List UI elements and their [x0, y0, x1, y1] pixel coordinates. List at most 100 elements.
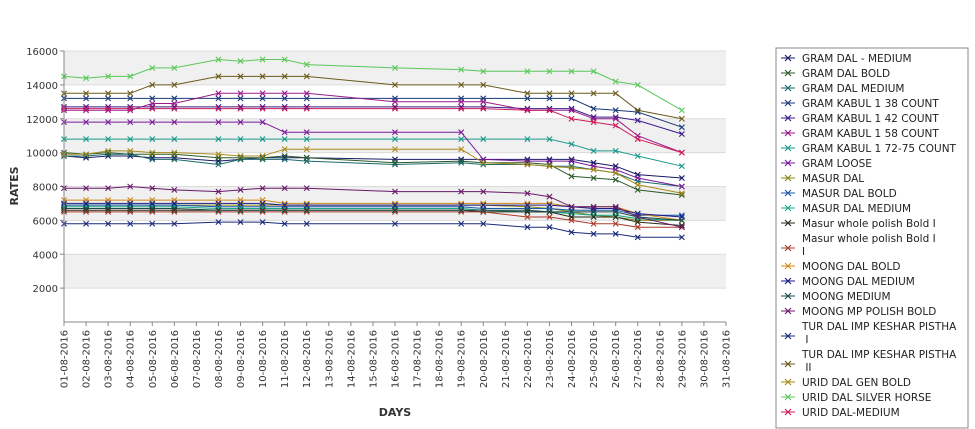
data-point [678, 190, 685, 197]
data-point [149, 200, 156, 207]
data-point [612, 114, 619, 121]
data-point [303, 73, 310, 80]
data-point [83, 153, 90, 160]
data-point [392, 136, 398, 143]
data-point [524, 208, 531, 215]
legend-marker [784, 292, 792, 300]
data-point [678, 124, 685, 131]
data-point [303, 146, 310, 153]
data-point [127, 136, 134, 143]
data-point [303, 129, 310, 136]
data-point [392, 81, 398, 88]
data-point [83, 90, 90, 97]
data-point [392, 220, 398, 227]
data-point [458, 136, 465, 143]
data-point [127, 183, 134, 190]
data-point [281, 202, 288, 209]
data-point [149, 149, 156, 156]
legend-marker [784, 69, 792, 77]
legend-marker [784, 54, 792, 62]
x-tick-label: 29-08-2016 [677, 330, 688, 388]
data-point [171, 156, 178, 163]
x-tick-label: 07-08-2016 [192, 330, 203, 388]
x-tick-label: 05-08-2016 [148, 330, 159, 388]
data-point [546, 224, 553, 231]
data-point [568, 208, 575, 215]
data-point [281, 95, 288, 102]
data-point [259, 103, 266, 110]
data-point [237, 119, 244, 126]
data-point [612, 230, 619, 237]
x-tick-label: 28-08-2016 [655, 330, 666, 388]
legend-marker [784, 219, 792, 227]
data-point [171, 119, 178, 126]
data-point [392, 129, 398, 136]
data-point [524, 213, 531, 220]
data-point [105, 200, 112, 207]
legend-label: GRAM KABUL 1 42 COUNT [802, 113, 939, 125]
x-tick-label: 31-08-2016 [722, 330, 733, 388]
x-tick-label: 17-08-2016 [413, 330, 424, 388]
data-point [259, 136, 266, 143]
data-point [458, 66, 465, 73]
data-point [678, 234, 685, 241]
data-point [83, 107, 90, 114]
data-point [634, 219, 641, 226]
data-point [127, 220, 134, 227]
grid-band [64, 288, 726, 322]
data-point [392, 161, 398, 168]
data-point [524, 105, 531, 112]
data-point [392, 208, 398, 215]
data-point [281, 154, 288, 161]
data-point [105, 149, 112, 156]
legend-marker [784, 189, 792, 197]
legend-marker [784, 360, 792, 368]
data-point [458, 158, 465, 165]
data-point [458, 103, 465, 110]
data-point [524, 200, 531, 207]
data-point [678, 222, 685, 229]
data-point [237, 105, 244, 112]
x-axis-ticks: 01-08-2016 02-08-2016 03-08-2016 04-08-2016… [60, 322, 733, 388]
data-point [480, 136, 487, 143]
data-point [259, 219, 266, 226]
data-point [127, 90, 134, 97]
data-point [281, 146, 288, 153]
data-point [281, 105, 288, 112]
data-point [237, 73, 244, 80]
data-point [634, 181, 641, 188]
data-point [215, 56, 222, 63]
legend-marker [784, 262, 792, 270]
legend-marker [784, 204, 792, 212]
data-point [149, 64, 156, 71]
data-point [105, 220, 112, 227]
data-point [392, 159, 398, 166]
data-point [215, 161, 222, 168]
data-point [171, 100, 178, 107]
data-point [237, 186, 244, 193]
data-point [83, 205, 90, 212]
data-point [590, 213, 597, 220]
data-point [590, 203, 597, 210]
data-point [215, 151, 222, 158]
data-point [259, 153, 266, 160]
data-point [127, 107, 134, 114]
data-point [105, 185, 112, 192]
data-point [259, 185, 266, 192]
data-point [546, 200, 553, 207]
data-point [259, 200, 266, 207]
legend-label: GRAM KABUL 1 58 COUNT [802, 128, 939, 140]
data-point [83, 185, 90, 192]
legend-label: MOONG DAL BOLD [802, 261, 900, 273]
data-point [568, 115, 575, 122]
data-point [83, 151, 90, 158]
data-point [237, 154, 244, 161]
data-point [105, 136, 112, 143]
legend-marker [784, 129, 792, 137]
data-point [171, 200, 178, 207]
data-point [281, 103, 288, 110]
data-point [458, 105, 465, 112]
legend-marker [784, 277, 792, 285]
y-tick-label: 2000 [33, 284, 58, 295]
data-point [171, 186, 178, 193]
